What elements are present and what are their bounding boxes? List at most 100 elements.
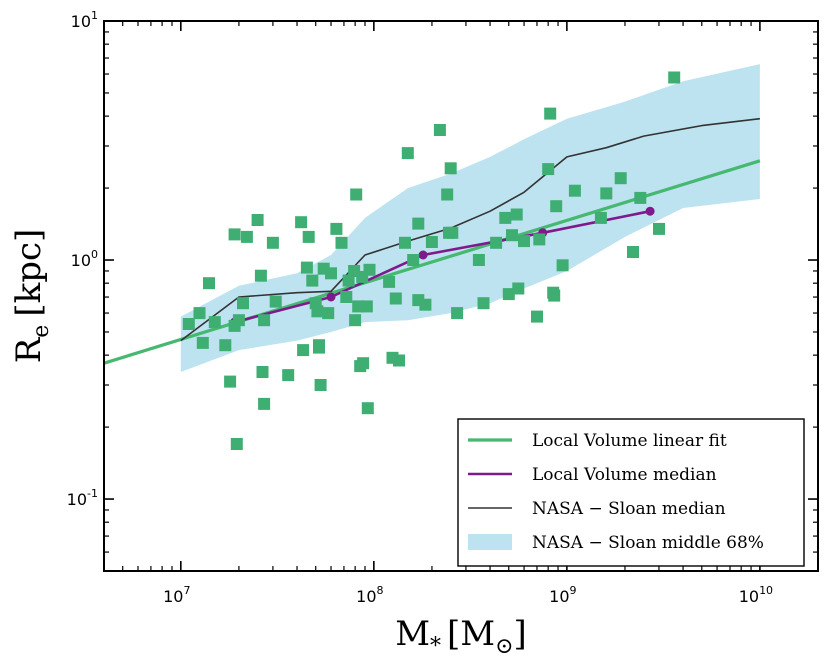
scatter-point bbox=[363, 263, 376, 276]
scatter-point bbox=[502, 288, 515, 301]
scatter-point bbox=[550, 200, 563, 213]
scatter-point bbox=[506, 229, 518, 242]
x-tick-label: 108 bbox=[356, 584, 383, 606]
scatter-point bbox=[512, 282, 525, 295]
scatter-point bbox=[425, 236, 438, 248]
scatter-point bbox=[219, 339, 232, 352]
scatter-point bbox=[360, 300, 373, 313]
scatter-point bbox=[389, 292, 402, 305]
scatter-point bbox=[311, 305, 324, 318]
scatter-point bbox=[258, 314, 271, 327]
scatter-point bbox=[433, 124, 446, 136]
scatter-point bbox=[477, 297, 490, 310]
scatter-point bbox=[627, 246, 639, 258]
legend-label: Local Volume median bbox=[532, 465, 717, 485]
scatter-point bbox=[568, 184, 581, 197]
scatter-point bbox=[266, 236, 279, 249]
scatter-point bbox=[499, 211, 512, 224]
scatter-point bbox=[240, 230, 253, 243]
legend-entry-nasa-median: NASA − Sloan median bbox=[468, 499, 726, 519]
scatter-point bbox=[531, 310, 543, 323]
scatter-point bbox=[256, 366, 269, 378]
scatter-point bbox=[325, 267, 337, 280]
scatter-point bbox=[237, 297, 249, 310]
scatter-point bbox=[335, 236, 348, 249]
scatter-point bbox=[548, 289, 561, 302]
legend-entry-lv-median: Local Volume median bbox=[468, 465, 717, 485]
y-tick-label: 100 bbox=[71, 248, 98, 270]
scatter-point bbox=[302, 230, 315, 243]
scatter-point bbox=[544, 107, 557, 120]
scatter-point bbox=[254, 269, 267, 282]
scatter-point bbox=[634, 191, 647, 204]
legend-entry-nasa-band: NASA − Sloan middle 68% bbox=[468, 533, 764, 553]
legend-swatch bbox=[468, 534, 512, 550]
scatter-point bbox=[342, 274, 355, 287]
scatter-point bbox=[614, 172, 627, 185]
x-tick-label: 1010 bbox=[739, 584, 773, 606]
scatter-point bbox=[208, 316, 221, 329]
scatter-point bbox=[444, 162, 457, 175]
legend-entry-linear-fit: Local Volume linear fit bbox=[468, 431, 727, 451]
y-tick-label: 101 bbox=[71, 9, 98, 31]
y-tick-label: 10-1 bbox=[67, 487, 98, 509]
scatter-point bbox=[300, 261, 313, 274]
scatter-point bbox=[412, 217, 425, 230]
scatter-point bbox=[322, 307, 335, 320]
scatter-layer bbox=[182, 71, 681, 450]
scatter-point bbox=[330, 222, 343, 235]
scatter-point bbox=[269, 295, 282, 308]
scatter-point bbox=[600, 187, 613, 200]
scatter-point bbox=[441, 188, 454, 201]
scatter-point bbox=[314, 379, 327, 391]
scatter-point bbox=[357, 357, 370, 370]
scatter-point bbox=[228, 228, 241, 241]
local-volume-median-point bbox=[326, 292, 336, 302]
scatter-point bbox=[340, 291, 353, 303]
x-axis-label: M* [M⊙] bbox=[395, 614, 527, 659]
x-tick-label: 109 bbox=[549, 584, 576, 606]
legend-label: NASA − Sloan middle 68% bbox=[532, 533, 764, 553]
scatter-point bbox=[230, 438, 243, 450]
scatter-point bbox=[393, 354, 405, 367]
scatter-point bbox=[182, 318, 195, 330]
scatter-point bbox=[306, 274, 319, 287]
scatter-point bbox=[350, 188, 363, 201]
legend: Local Volume linear fit Local Volume medi… bbox=[457, 418, 805, 567]
local-volume-median-point bbox=[418, 250, 428, 260]
local-volume-median-point bbox=[645, 206, 655, 216]
scatter-point bbox=[282, 369, 295, 382]
linear-fit-line bbox=[104, 159, 761, 365]
y-axis-label: Re[kpc] bbox=[9, 229, 54, 364]
x-tick-label: 107 bbox=[163, 584, 190, 606]
scatter-point bbox=[258, 397, 271, 410]
scatter-point bbox=[542, 163, 555, 176]
legend-label: Local Volume linear fit bbox=[532, 431, 727, 451]
scatter-point bbox=[295, 216, 308, 229]
scatter-point bbox=[533, 233, 546, 246]
scatter-point bbox=[297, 344, 310, 357]
scatter-point bbox=[594, 211, 607, 224]
scatter-point bbox=[203, 277, 215, 290]
scatter-point bbox=[472, 254, 485, 266]
scatter-point bbox=[419, 298, 432, 311]
legend-label: NASA − Sloan median bbox=[532, 499, 726, 519]
scatter-point bbox=[193, 307, 206, 320]
nasa-sloan-median-line bbox=[180, 117, 760, 342]
scatter-point bbox=[196, 336, 209, 349]
scatter-point bbox=[251, 214, 264, 226]
scatter-point bbox=[451, 307, 464, 320]
legend-box bbox=[457, 418, 805, 567]
scatter-point bbox=[401, 147, 414, 160]
scatter-point bbox=[653, 222, 665, 235]
scatter-point bbox=[518, 235, 530, 248]
scatter-point bbox=[668, 71, 681, 84]
scatter-point bbox=[490, 236, 503, 249]
scatter-point bbox=[556, 259, 569, 272]
scatter-point bbox=[510, 208, 523, 221]
scatter-point bbox=[224, 375, 237, 388]
scatter-point bbox=[383, 275, 396, 288]
scatter-point bbox=[446, 226, 459, 239]
scatter-point bbox=[232, 314, 245, 327]
axis-labels: 107 108 109 1010 10-1 100 101 M* [M⊙] Re[kpc] bbox=[9, 9, 773, 659]
